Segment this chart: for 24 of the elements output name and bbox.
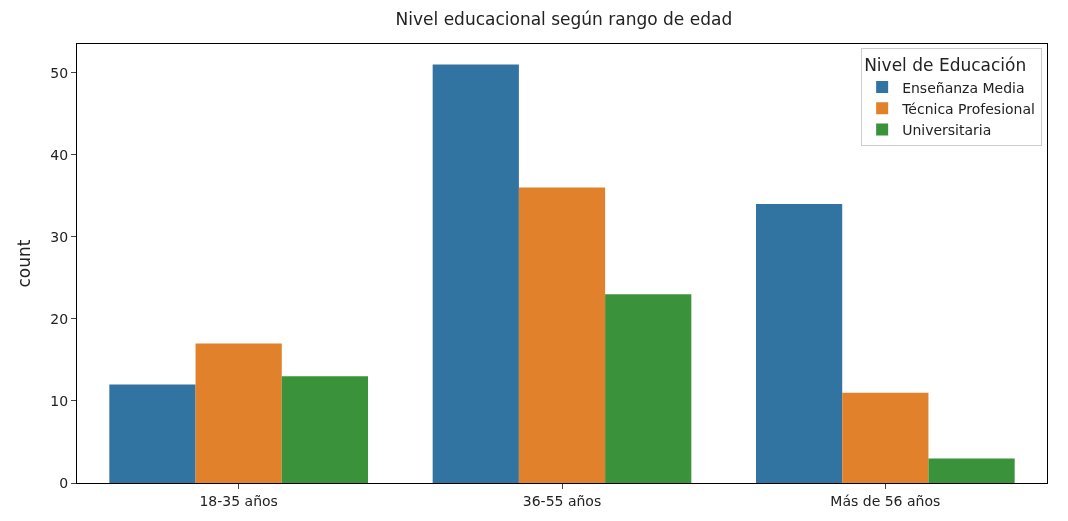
chart-title: Nivel educacional según rango de edad — [395, 8, 733, 29]
x-tick-label: 18-35 años — [199, 492, 278, 509]
legend-label: Universitaria — [902, 121, 992, 138]
y-tick-label: 10 — [50, 392, 69, 409]
y-tick-label: 30 — [50, 228, 69, 245]
bar — [928, 458, 1015, 483]
x-tick-label: Más de 56 años — [830, 492, 941, 509]
bar — [756, 204, 843, 483]
legend-label: Técnica Profesional — [901, 100, 1035, 117]
y-tick-label: 40 — [50, 146, 69, 163]
y-tick-label: 50 — [50, 64, 69, 81]
x-tick-label: 36-55 años — [522, 492, 602, 509]
bar — [432, 64, 519, 483]
y-tick-label: 20 — [50, 310, 69, 327]
legend-title: Nivel de Educación — [864, 55, 1027, 76]
bar — [518, 187, 606, 483]
y-tick-label: 0 — [59, 474, 69, 491]
y-axis-title: count — [13, 239, 34, 288]
bar — [281, 376, 368, 483]
bar — [842, 392, 929, 483]
bar — [605, 294, 692, 483]
legend-label: Enseñanza Media — [902, 79, 1025, 96]
bar — [109, 384, 196, 483]
bar — [195, 343, 282, 483]
